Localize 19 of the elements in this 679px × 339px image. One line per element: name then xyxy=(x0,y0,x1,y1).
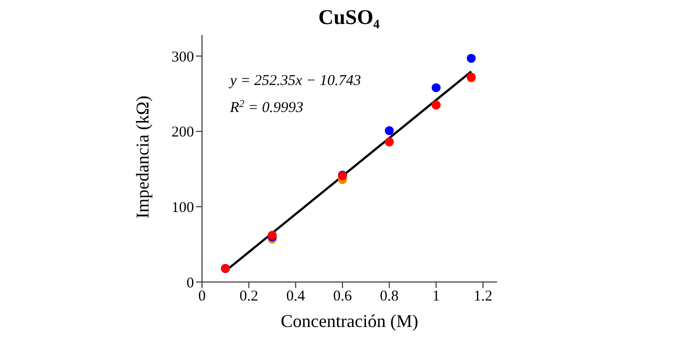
x-tick-label: 0 xyxy=(198,288,206,305)
x-axis-title: Concentración (M) xyxy=(280,311,418,331)
point xyxy=(384,126,394,136)
point xyxy=(466,54,476,63)
x-tick-label: 0.4 xyxy=(286,288,306,305)
y-tick-label: 300 xyxy=(172,49,194,66)
x-tick-label: 0.2 xyxy=(239,288,258,305)
y-tick-label: 0 xyxy=(186,275,194,292)
x-tick-label: 1.2 xyxy=(474,288,492,305)
y-tick-label: 200 xyxy=(172,124,194,141)
annotation: R$^{2}$ = 0.9993 xyxy=(229,98,304,116)
x-tick-label: 0.6 xyxy=(333,288,352,305)
y-tick-label: 100 xyxy=(172,200,194,216)
x-tick-label: 0.8 xyxy=(380,288,399,305)
chart-title: CuSO₄ xyxy=(318,5,380,29)
y-axis-title: Impedancia (kΩ) xyxy=(132,96,152,218)
x-tick-label: 1 xyxy=(432,288,440,305)
point xyxy=(432,83,441,92)
annotation: y = 252.35x − 10.743 xyxy=(228,73,362,89)
